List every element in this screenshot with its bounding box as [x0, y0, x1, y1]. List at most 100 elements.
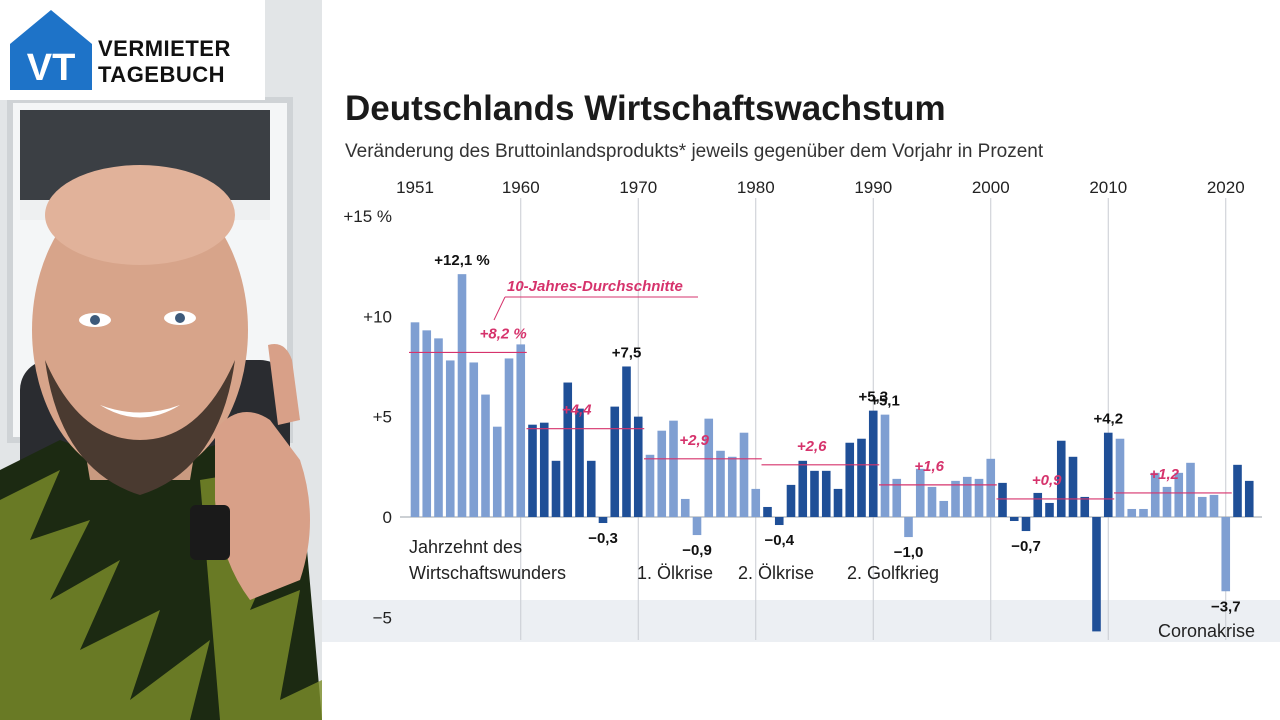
bar-2016 — [1174, 472, 1184, 517]
bar-1998 — [962, 476, 972, 517]
bar-2003 — [1021, 517, 1031, 532]
event-annotation-5: Coronakrise — [1158, 621, 1255, 641]
bar-1992 — [892, 478, 902, 517]
avg-label-2011: +1,2 — [1149, 466, 1179, 483]
bar-1989 — [857, 438, 866, 517]
bar-1979 — [739, 432, 749, 517]
event-annotation-4: 2. Golfkrieg — [847, 563, 939, 583]
y-tick-label-2: +5 — [373, 408, 392, 427]
bar-2011 — [1115, 438, 1125, 517]
logo-line-1: VERMIETER — [98, 36, 231, 61]
bar-2022 — [1244, 480, 1254, 517]
bar-1955 — [457, 274, 467, 517]
bar-1983 — [786, 484, 796, 517]
bar-1987 — [833, 488, 843, 517]
gdp-growth-chart: Deutschlands Wirtschaftswachstum Verände… — [322, 70, 1280, 642]
x-tick-label-2020: 2020 — [1207, 178, 1245, 197]
event-annotation-1: Wirtschaftswunders — [409, 563, 566, 583]
brand-logo: VT VERMIETER TAGEBUCH — [0, 0, 265, 100]
bar-2010 — [1103, 432, 1113, 517]
x-tick-label-1970: 1970 — [619, 178, 657, 197]
bar-1981 — [763, 506, 772, 517]
bar-2001 — [998, 482, 1007, 517]
bar-1990 — [868, 410, 878, 517]
bar-1985 — [810, 470, 819, 517]
avg-label-1991: +1,6 — [914, 458, 944, 475]
bar-1980 — [751, 488, 761, 517]
bar-1952 — [422, 330, 432, 517]
bar-1997 — [951, 480, 960, 517]
avg-label-1961: +4,4 — [562, 402, 592, 419]
bar-1973 — [669, 420, 678, 517]
y-tick-label-4: −5 — [373, 608, 392, 627]
bar-1991 — [880, 414, 890, 517]
logo-mark: VT — [27, 47, 76, 89]
bar-1972 — [657, 430, 667, 517]
bar-2000 — [986, 458, 996, 517]
data-label-2010: +4,2 — [1093, 411, 1123, 428]
bar-2019 — [1209, 494, 1219, 517]
data-label-2020: −3,7 — [1211, 598, 1241, 615]
bar-1976 — [704, 418, 714, 517]
x-tick-label-1980: 1980 — [737, 178, 775, 197]
avg-label-1951: +8,2 % — [480, 325, 527, 342]
bar-2021 — [1233, 464, 1242, 517]
data-label-1967: −0,3 — [588, 530, 618, 547]
chart-panel: Deutschlands Wirtschaftswachstum Verände… — [322, 0, 1280, 720]
bar-1995 — [927, 486, 937, 517]
bar-1963 — [551, 460, 561, 517]
bar-1988 — [845, 442, 855, 517]
bar-1953 — [434, 338, 443, 517]
x-tick-label-1951: 1951 — [396, 178, 434, 197]
bar-1978 — [727, 456, 737, 517]
bar-1969 — [622, 366, 631, 517]
bar-2020 — [1221, 517, 1231, 592]
event-annotation-0: Jahrzehnt des — [409, 537, 522, 557]
bar-1966 — [586, 460, 596, 517]
data-label-1993: −1,0 — [894, 544, 924, 561]
avg-label-1971: +2,9 — [679, 432, 709, 449]
bar-1975 — [692, 517, 702, 536]
data-label-1955: +12,1 % — [434, 252, 489, 269]
bar-2007 — [1068, 456, 1078, 517]
bar-2017 — [1186, 462, 1195, 517]
y-tick-label-0: +15 % — [343, 207, 392, 226]
data-label-1990: +5,3 — [858, 389, 888, 406]
bar-1982 — [774, 517, 784, 526]
event-annotation-3: 2. Ölkrise — [738, 563, 814, 583]
bar-1954 — [445, 360, 455, 517]
bar-1951 — [410, 322, 420, 517]
bar-1964 — [563, 382, 573, 517]
bar-1977 — [716, 450, 725, 517]
avg-legend-pointer — [493, 296, 506, 321]
data-label-1969: +7,5 — [612, 344, 642, 361]
bar-1958 — [492, 426, 502, 517]
bar-2018 — [1197, 496, 1207, 517]
bar-1993 — [904, 517, 913, 538]
bar-1994 — [915, 468, 925, 517]
bar-2006 — [1056, 440, 1066, 517]
bar-1996 — [939, 500, 949, 517]
bar-2009 — [1092, 517, 1101, 632]
data-label-2003: −0,7 — [1011, 538, 1041, 555]
webcam-panel: VT VERMIETER TAGEBUCH — [0, 0, 322, 720]
bar-1984 — [798, 460, 808, 517]
chart-subtitle: Veränderung des Bruttoinlandsprodukts* j… — [345, 141, 1044, 162]
bar-1968 — [610, 406, 620, 517]
skyline-strip — [322, 600, 1280, 642]
bar-1971 — [645, 454, 655, 517]
data-label-1982: −0,4 — [764, 532, 794, 549]
x-tick-label-1960: 1960 — [502, 178, 540, 197]
bar-1961 — [528, 424, 537, 517]
data-label-1975: −0,9 — [682, 542, 712, 559]
bar-2002 — [1009, 517, 1019, 522]
avg-label-2001: +0,9 — [1032, 472, 1062, 489]
bar-2004 — [1033, 492, 1043, 517]
x-tick-label-2010: 2010 — [1089, 178, 1127, 197]
bar-2005 — [1045, 502, 1054, 517]
bar-1967 — [598, 517, 608, 524]
bar-1956 — [469, 362, 479, 517]
avg-legend: 10-Jahres-Durchschnitte — [507, 278, 683, 295]
chart-title: Deutschlands Wirtschaftswachstum — [345, 89, 946, 128]
bar-1999 — [974, 478, 984, 517]
